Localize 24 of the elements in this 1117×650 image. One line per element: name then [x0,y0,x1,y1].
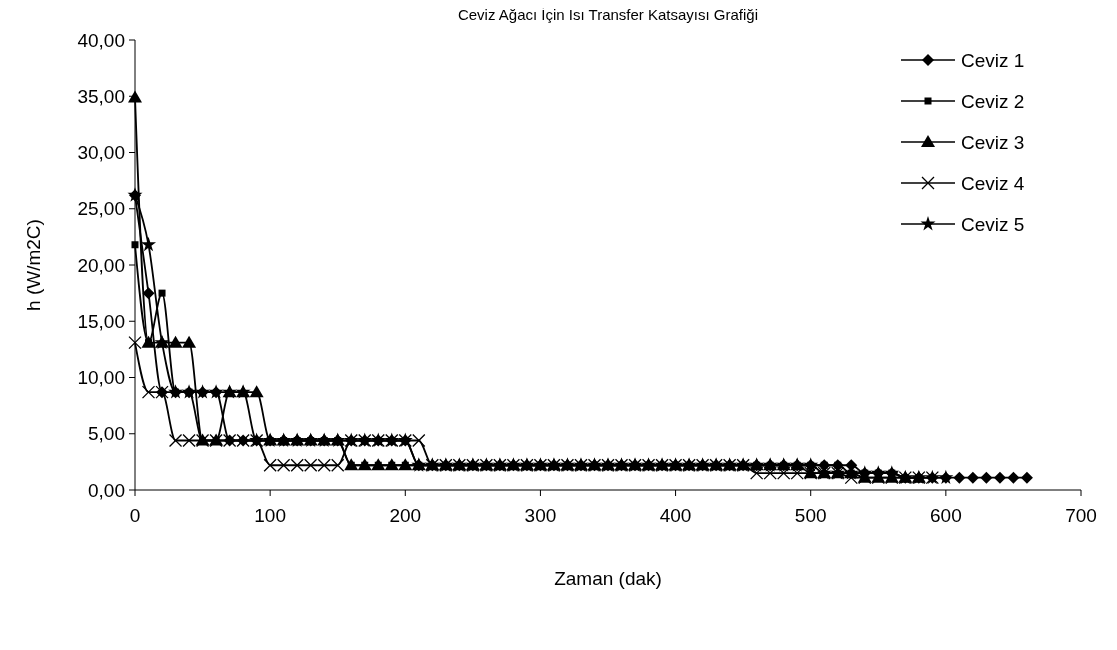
y-axis-title: h (W/m2C) [23,219,44,311]
y-tick-label: 30,00 [77,142,125,164]
y-tick-label: 20,00 [77,254,125,276]
legend-label: Ceviz 1 [961,49,1025,71]
legend-label: Ceviz 3 [961,131,1025,153]
y-tick-label: 25,00 [77,198,125,220]
y-tick-label: 10,00 [77,367,125,389]
y-tick-label: 0,00 [88,479,125,501]
x-tick-label: 200 [389,505,422,526]
legend-label: Ceviz 4 [961,172,1025,194]
x-axis-title: Zaman (dak) [554,568,662,589]
x-tick-label: 500 [794,505,827,526]
x-tick-label: 100 [254,505,286,526]
legend-label: Ceviz 5 [961,213,1025,235]
legend-label: Ceviz 2 [961,90,1025,112]
y-tick-label: 15,00 [77,310,125,332]
y-tick-label: 5,00 [88,423,125,445]
x-tick-label: 600 [930,505,962,526]
x-tick-label: 700 [1065,505,1097,526]
x-tick-label: 300 [524,505,557,526]
y-tick-label: 35,00 [77,85,125,107]
y-tick-label: 40,00 [77,29,125,51]
x-tick-label: 0 [129,505,141,526]
x-tick-label: 400 [659,505,692,526]
